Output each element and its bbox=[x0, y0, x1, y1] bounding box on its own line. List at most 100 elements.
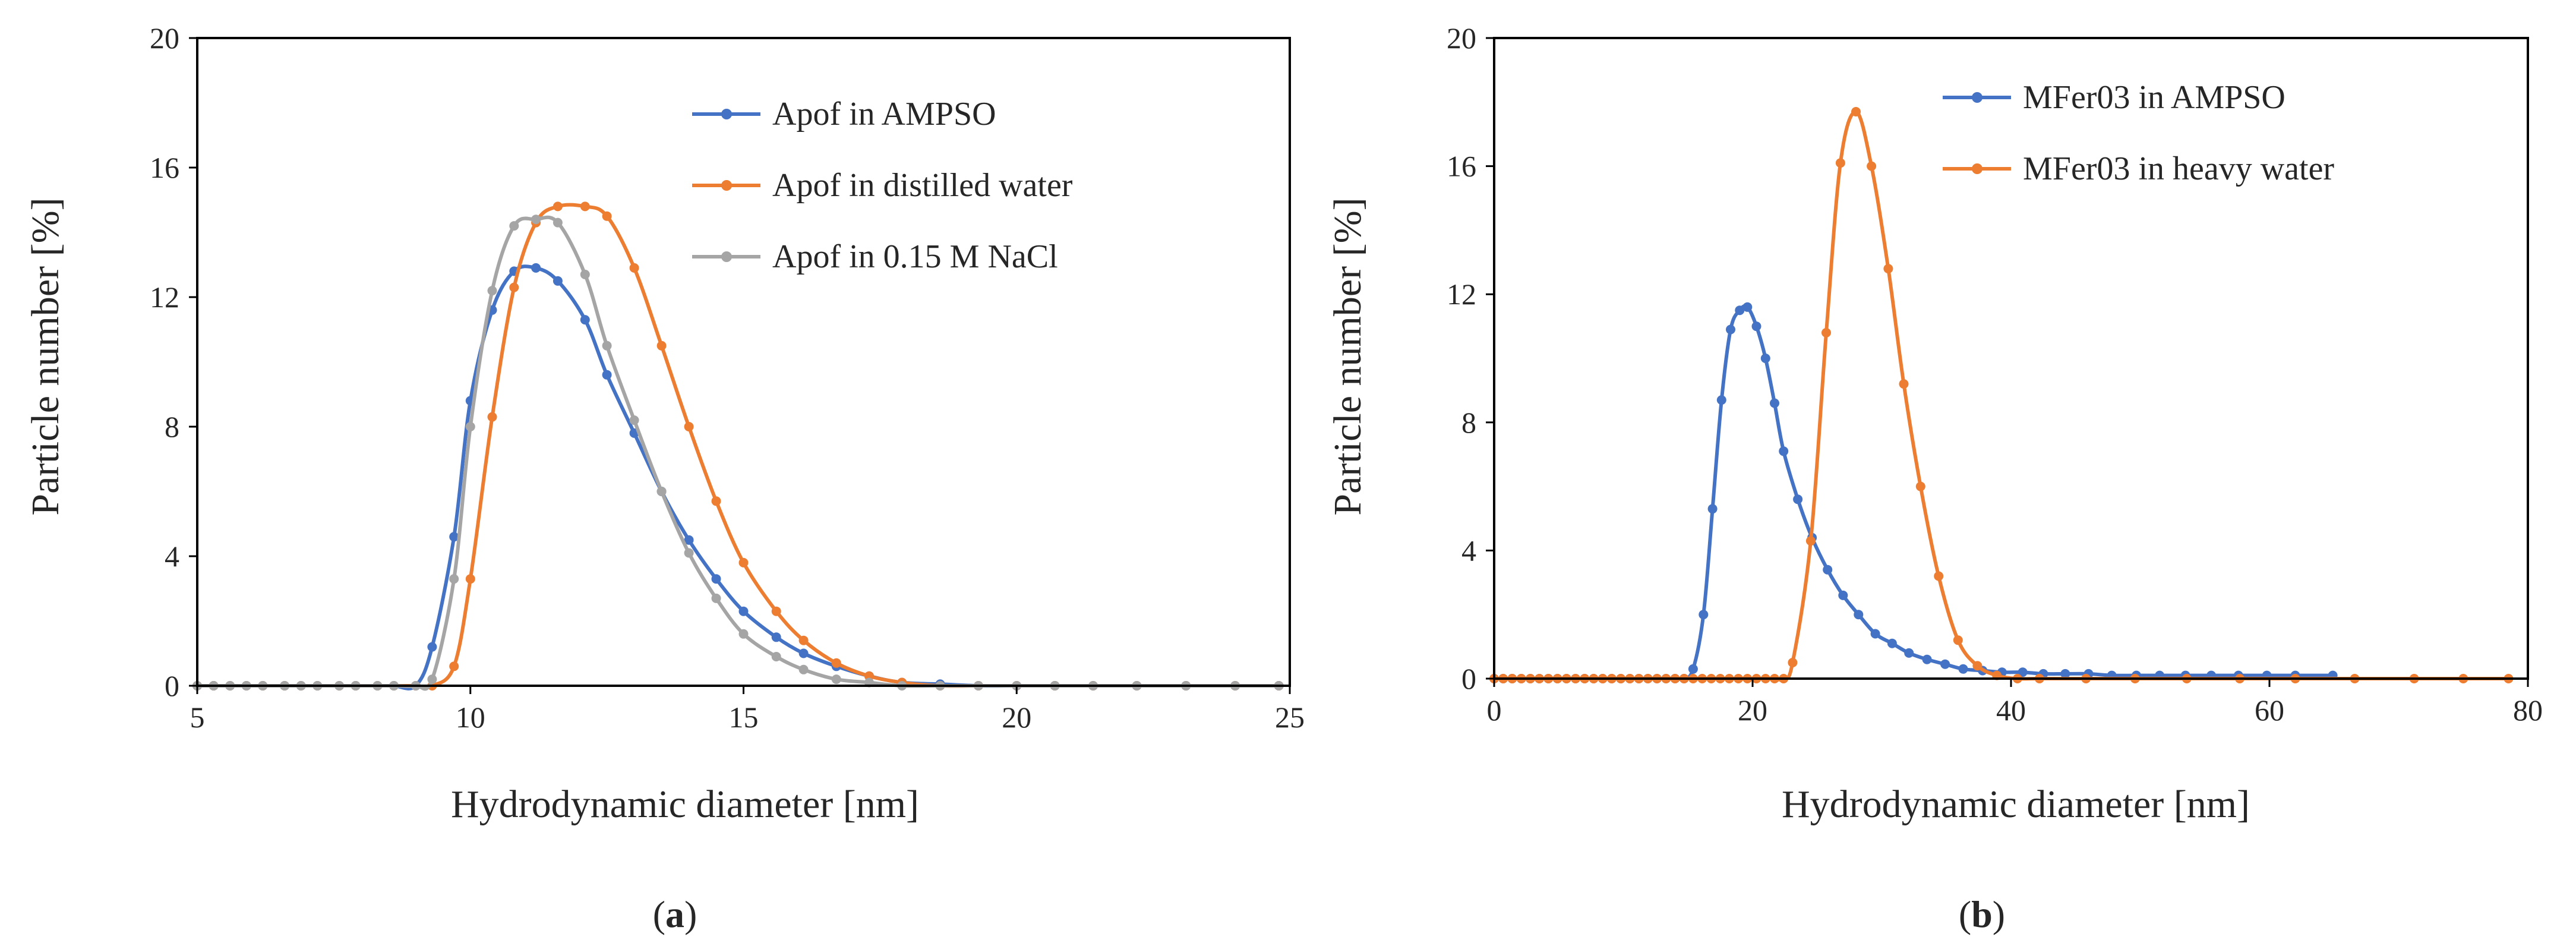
legend-swatch-marker bbox=[1972, 163, 1982, 174]
legend-entry: Apof in 0.15 M NaCl bbox=[692, 238, 1058, 275]
data-point bbox=[509, 282, 519, 292]
data-point bbox=[1953, 635, 1963, 645]
panel-label-b: (b) bbox=[1959, 893, 2005, 935]
data-point bbox=[1972, 661, 1982, 671]
data-point bbox=[738, 606, 749, 616]
data-point bbox=[1805, 536, 1816, 546]
x-ticks-b: 0 20 40 60 80 bbox=[1487, 679, 2543, 727]
legend-entry: Apof in distilled water bbox=[692, 167, 1073, 204]
data-point bbox=[1726, 324, 1735, 335]
data-point bbox=[1934, 571, 1944, 581]
data-point bbox=[798, 664, 809, 674]
data-point bbox=[684, 535, 694, 545]
data-point bbox=[711, 574, 721, 584]
data-point bbox=[2018, 667, 2028, 677]
data-point bbox=[1793, 494, 1803, 505]
panel-label-a: (a) bbox=[653, 893, 697, 935]
data-point bbox=[771, 652, 781, 661]
y-tick-label: 16 bbox=[150, 151, 179, 184]
data-point bbox=[427, 642, 437, 652]
data-point bbox=[1751, 321, 1761, 332]
data-point bbox=[656, 340, 667, 351]
y-tick-label: 0 bbox=[1461, 662, 1476, 695]
data-point bbox=[1958, 664, 1968, 674]
data-point bbox=[553, 217, 563, 228]
data-point bbox=[1854, 610, 1864, 620]
data-point bbox=[531, 215, 541, 225]
y-tick-label: 12 bbox=[150, 280, 179, 314]
data-point bbox=[1788, 658, 1798, 667]
data-point bbox=[771, 606, 781, 616]
data-point bbox=[711, 496, 721, 506]
data-point bbox=[427, 674, 437, 685]
y-tick-label: 20 bbox=[1447, 21, 1476, 55]
data-point bbox=[602, 370, 612, 380]
y-tick-label: 16 bbox=[1447, 150, 1476, 183]
data-point bbox=[1835, 158, 1845, 168]
data-point bbox=[1823, 565, 1833, 575]
legend-entry: MFer03 in heavy water bbox=[1943, 150, 2334, 187]
x-tick-label: 80 bbox=[2513, 693, 2543, 727]
data-point bbox=[1742, 302, 1753, 312]
chart-panel-b: MFer03 in AMPSO MFer03 in heavy water 0 20… bbox=[1326, 21, 2543, 935]
legend-entry: MFer03 in AMPSO bbox=[1943, 79, 2285, 116]
x-tick-label: 40 bbox=[1996, 693, 2026, 727]
y-axis-title-a: Particle number [%] bbox=[24, 197, 67, 515]
data-point bbox=[1922, 654, 1932, 664]
data-point bbox=[1899, 379, 1909, 389]
x-tick-label: 20 bbox=[1738, 693, 1767, 727]
data-point bbox=[2060, 669, 2070, 679]
data-point bbox=[711, 593, 721, 603]
data-point bbox=[629, 263, 639, 273]
data-point bbox=[656, 487, 667, 496]
data-point bbox=[771, 632, 781, 642]
data-point bbox=[738, 629, 749, 639]
y-ticks-b: 0 4 8 12 16 20 bbox=[1447, 21, 1494, 695]
legend-label: Apof in 0.15 M NaCl bbox=[772, 238, 1058, 275]
data-point bbox=[465, 422, 475, 431]
y-tick-label: 0 bbox=[165, 669, 179, 702]
chart-panel-a: Apof in AMPSO Apof in distilled water Apof… bbox=[24, 21, 1305, 935]
data-point bbox=[1770, 398, 1779, 408]
data-point bbox=[1887, 638, 1897, 648]
legend-swatch-marker bbox=[721, 180, 732, 191]
data-point bbox=[738, 557, 749, 567]
data-point bbox=[1851, 107, 1861, 116]
data-point bbox=[684, 422, 694, 431]
data-point bbox=[580, 315, 590, 325]
data-point bbox=[553, 276, 563, 286]
panel-label-b-letter: b bbox=[1971, 893, 1993, 935]
y-tick-label: 12 bbox=[1447, 278, 1476, 311]
legend-label: MFer03 in AMPSO bbox=[2023, 79, 2285, 116]
x-tick-label: 60 bbox=[2255, 693, 2284, 727]
data-point bbox=[1915, 481, 1925, 491]
x-tick-label: 15 bbox=[729, 701, 759, 734]
legend-swatch-marker bbox=[721, 251, 732, 262]
data-point bbox=[509, 221, 519, 231]
legend-b: MFer03 in AMPSO MFer03 in heavy water bbox=[1943, 79, 2334, 187]
y-tick-label: 8 bbox=[1461, 406, 1476, 439]
legend-swatch-marker bbox=[721, 109, 732, 119]
data-point bbox=[1821, 327, 1831, 338]
data-point bbox=[602, 211, 612, 221]
y-tick-label: 4 bbox=[1461, 534, 1476, 567]
data-point bbox=[1867, 161, 1877, 171]
legend-swatch-marker bbox=[1972, 92, 1982, 103]
data-point bbox=[449, 661, 459, 671]
data-point bbox=[831, 674, 841, 685]
data-point bbox=[1716, 395, 1726, 405]
data-point bbox=[1838, 590, 1848, 600]
data-point bbox=[1688, 664, 1698, 674]
data-point bbox=[629, 415, 639, 425]
x-ticks-a: 5 10 15 20 25 bbox=[190, 686, 1305, 734]
data-point bbox=[1735, 305, 1745, 316]
data-point bbox=[553, 201, 563, 212]
data-point bbox=[1760, 354, 1770, 363]
data-point bbox=[1707, 504, 1718, 514]
data-point bbox=[449, 574, 459, 584]
data-point bbox=[531, 263, 541, 273]
legend-label: Apof in AMPSO bbox=[772, 96, 996, 133]
data-point bbox=[831, 658, 841, 668]
data-point bbox=[580, 201, 590, 212]
